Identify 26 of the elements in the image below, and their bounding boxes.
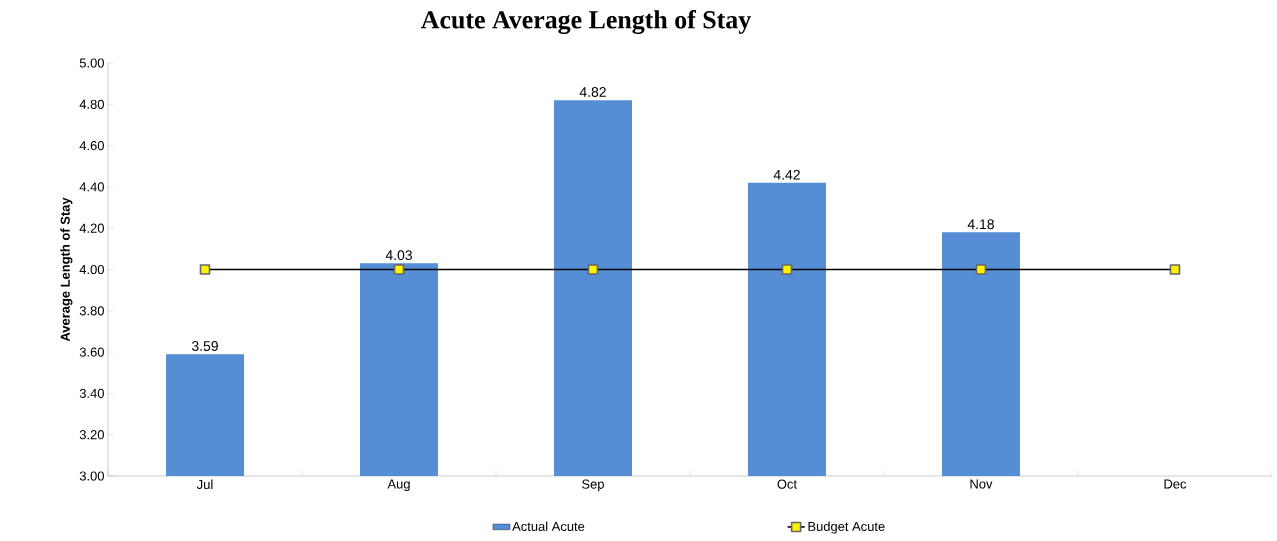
data-label: 4.03 — [385, 250, 412, 261]
y-axis-title: Average Length of Stay — [60, 197, 73, 342]
y-tick-label: 4.80 — [79, 99, 104, 109]
chart-title: Acute Average Length of Stay — [421, 10, 751, 34]
y-tick-label: 3.00 — [79, 471, 104, 481]
legend-label: Actual Acute — [512, 521, 585, 531]
data-label: 4.82 — [579, 87, 606, 97]
legend-label: Budget Acute — [808, 521, 885, 534]
y-tick-label: 3.80 — [79, 306, 104, 316]
y-tick-label: 3.20 — [79, 430, 104, 440]
data-label: 4.42 — [773, 169, 800, 180]
x-tick-label: Nov — [970, 479, 993, 489]
data-label: 4.18 — [967, 219, 994, 230]
y-tick-label: 4.60 — [79, 141, 104, 151]
x-tick-label: Sep — [582, 479, 604, 492]
y-tick-label: 4.40 — [79, 182, 104, 192]
data-label: 3.59 — [191, 341, 218, 351]
y-tick-label: 4.20 — [79, 223, 104, 233]
x-tick-label: Aug — [387, 479, 410, 492]
x-tick-label: Dec — [1164, 479, 1187, 489]
y-tick-label: 3.60 — [79, 347, 104, 357]
x-tick-label: Oct — [777, 479, 797, 489]
y-tick-label: 4.00 — [79, 264, 104, 275]
y-tick-label: 3.40 — [79, 388, 104, 398]
y-tick-label: 5.00 — [79, 58, 104, 68]
x-tick-label: Jul — [196, 479, 213, 490]
